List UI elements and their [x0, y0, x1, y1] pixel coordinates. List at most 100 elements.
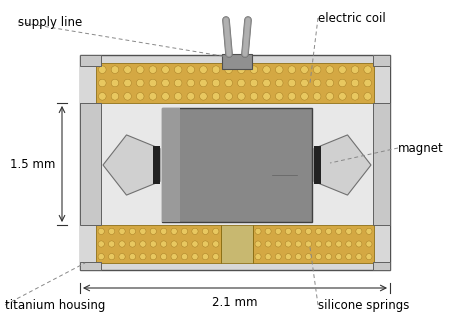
Circle shape	[237, 66, 245, 73]
Circle shape	[200, 92, 207, 100]
Circle shape	[98, 228, 104, 234]
Circle shape	[192, 241, 198, 247]
Circle shape	[124, 92, 131, 100]
Circle shape	[174, 92, 182, 100]
Circle shape	[149, 92, 156, 100]
Circle shape	[338, 66, 346, 73]
Circle shape	[263, 79, 270, 87]
Text: magnet: magnet	[398, 141, 444, 155]
Circle shape	[202, 228, 209, 234]
Circle shape	[212, 66, 220, 73]
Circle shape	[109, 228, 115, 234]
Circle shape	[326, 66, 334, 73]
Circle shape	[295, 241, 301, 247]
Circle shape	[200, 79, 207, 87]
Circle shape	[137, 66, 144, 73]
Circle shape	[366, 241, 372, 247]
Text: supply line: supply line	[18, 15, 82, 29]
Circle shape	[182, 241, 188, 247]
Circle shape	[109, 241, 115, 247]
Circle shape	[351, 66, 359, 73]
Bar	[80, 103, 101, 225]
Circle shape	[351, 79, 359, 87]
Bar	[80, 55, 101, 66]
Circle shape	[129, 241, 136, 247]
Circle shape	[263, 92, 270, 100]
Circle shape	[326, 79, 334, 87]
Circle shape	[162, 79, 169, 87]
Bar	[80, 225, 101, 270]
Circle shape	[124, 66, 131, 73]
Circle shape	[285, 228, 292, 234]
Circle shape	[150, 241, 156, 247]
Circle shape	[295, 228, 301, 234]
Circle shape	[161, 253, 167, 260]
Circle shape	[326, 92, 334, 100]
Circle shape	[150, 253, 156, 260]
Text: silicone springs: silicone springs	[318, 298, 410, 311]
Circle shape	[305, 241, 311, 247]
Circle shape	[237, 79, 245, 87]
Circle shape	[111, 66, 119, 73]
Circle shape	[316, 241, 321, 247]
Circle shape	[313, 79, 321, 87]
Text: electric coil: electric coil	[318, 12, 386, 24]
Circle shape	[336, 228, 342, 234]
Bar	[253, 225, 374, 263]
Circle shape	[346, 254, 352, 260]
Bar	[221, 225, 253, 263]
Circle shape	[202, 241, 209, 247]
Circle shape	[326, 241, 332, 247]
Text: titanium housing: titanium housing	[5, 298, 105, 311]
Circle shape	[295, 254, 301, 260]
Circle shape	[149, 79, 156, 87]
Circle shape	[182, 253, 188, 260]
Circle shape	[316, 228, 321, 234]
Circle shape	[275, 241, 281, 247]
Circle shape	[99, 92, 106, 100]
Circle shape	[316, 254, 321, 260]
Bar	[373, 103, 390, 225]
Circle shape	[265, 254, 271, 260]
Circle shape	[119, 241, 125, 247]
Circle shape	[338, 92, 346, 100]
Circle shape	[305, 254, 311, 260]
Circle shape	[366, 254, 372, 260]
Circle shape	[213, 228, 219, 234]
Circle shape	[366, 228, 372, 234]
Bar	[162, 108, 312, 222]
Bar	[80, 55, 101, 103]
Circle shape	[171, 228, 177, 234]
Bar	[373, 55, 390, 66]
Circle shape	[346, 241, 352, 247]
Circle shape	[111, 92, 119, 100]
Circle shape	[174, 79, 182, 87]
Circle shape	[326, 228, 332, 234]
Circle shape	[364, 79, 372, 87]
Circle shape	[237, 92, 245, 100]
Circle shape	[263, 66, 270, 73]
Circle shape	[182, 228, 188, 234]
Circle shape	[98, 241, 104, 247]
Circle shape	[129, 253, 136, 260]
Bar	[162, 108, 180, 222]
Polygon shape	[314, 135, 371, 195]
Bar	[314, 146, 321, 184]
Circle shape	[250, 79, 258, 87]
Bar	[80, 262, 101, 270]
Circle shape	[161, 241, 167, 247]
Text: 1.5 mm: 1.5 mm	[9, 157, 55, 171]
Circle shape	[336, 241, 342, 247]
Circle shape	[275, 228, 281, 234]
Circle shape	[202, 253, 209, 260]
Circle shape	[213, 253, 219, 260]
Circle shape	[288, 92, 296, 100]
Circle shape	[275, 79, 283, 87]
Circle shape	[162, 66, 169, 73]
Circle shape	[250, 66, 258, 73]
Bar	[373, 262, 390, 270]
Circle shape	[275, 66, 283, 73]
Circle shape	[255, 228, 261, 234]
Circle shape	[212, 92, 220, 100]
Circle shape	[265, 228, 271, 234]
